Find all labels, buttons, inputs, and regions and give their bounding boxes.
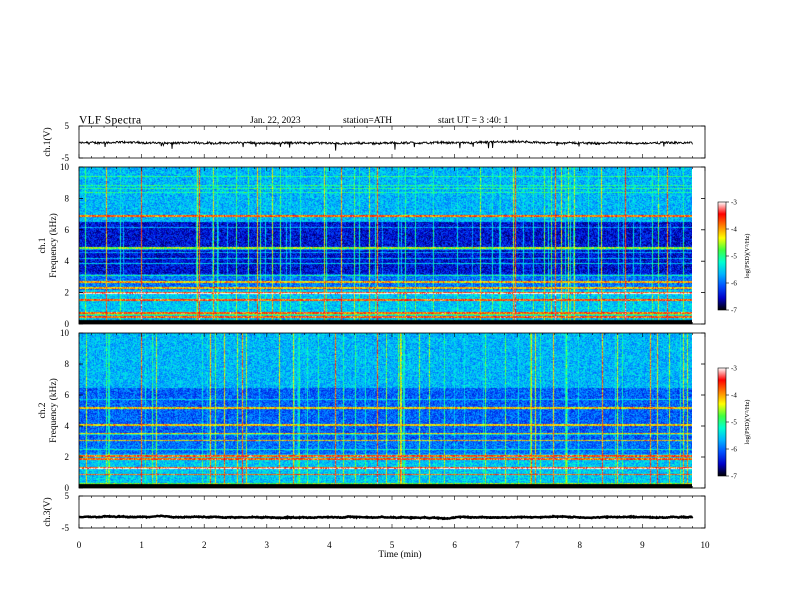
ch1-spectrogram-colorbar-bar [717, 201, 727, 311]
ch3-waveform-trace [78, 514, 694, 521]
time-axis: 0 1 2 3 4 5 6 7 8 9 10 [77, 540, 710, 550]
ch1-waveform-panel: 5 -5 ch.1(V) [42, 121, 706, 163]
colorbar-tick-label: -3 [731, 199, 737, 207]
ch2-spectrogram-y-tick-label: 2 [65, 452, 70, 462]
x-tick-label: 0 [77, 540, 82, 550]
ch3-waveform-y-tick-label: -5 [62, 523, 70, 533]
x-tick-label: 7 [515, 540, 520, 550]
ch1-spectrogram-panel: 0 2 4 6 8 10 Frequency (kHz)ch.1 [38, 162, 706, 329]
colorbar-tick-label: -7 [731, 307, 737, 315]
ch2-spectrogram-y-label: Frequency (kHz) [48, 378, 59, 443]
colorbar-tick-label: -3 [731, 365, 737, 373]
colorbar-tick-label: -5 [731, 419, 737, 427]
ch3-waveform-y-tick-label: 5 [65, 491, 70, 501]
x-tick-label: 4 [327, 540, 332, 550]
ch1-colorbar: -3 -4 -5 -6 -7 log(PSD)(V²/Hz) [717, 199, 751, 315]
ch2-spectrogram-y-tick-label: 4 [65, 421, 70, 431]
ch2-spectrogram-channel-label: ch.2 [38, 402, 48, 418]
ch1-spectrogram-y-tick-label: 6 [65, 225, 70, 235]
colorbar-tick-label: -5 [731, 253, 737, 261]
ch1-waveform-y-tick-label: 5 [65, 121, 70, 131]
ch2-colorbar: -3 -4 -5 -6 -7 log(PSD)(V²/Hz) [717, 365, 751, 481]
ch1-spectrogram-y-tick-label: 4 [65, 256, 70, 266]
x-tick-label: 2 [202, 540, 207, 550]
ch1-waveform-y-tick-label: -5 [62, 153, 70, 163]
ch2-spectrogram-colorbar-label: log(PSD)(V²/Hz) [744, 400, 751, 445]
colorbar-tick-label: -4 [731, 226, 737, 234]
x-axis-label: Time (min) [378, 549, 421, 560]
colorbar-tick-label: -6 [731, 446, 737, 454]
ch1-spectrogram-y-tick-label: 8 [65, 193, 70, 203]
ch2-spectrogram-y-tick-label: 10 [60, 328, 70, 338]
colorbar-tick-label: -7 [731, 473, 737, 481]
x-tick-label: 5 [390, 540, 395, 550]
ch1-spectrogram-colorbar-label: log(PSD)(V²/Hz) [744, 234, 751, 279]
ch2-spectrogram-y-tick-label: 6 [65, 390, 70, 400]
colorbar-tick-label: -4 [731, 392, 737, 400]
ch2-spectrogram-colorbar-bar [717, 367, 727, 477]
ch2-spectrogram-y-tick-label: 8 [65, 359, 70, 369]
ch1-spectrogram-channel-label: ch.1 [38, 237, 48, 253]
ch2-spectrogram-image [79, 333, 692, 488]
x-tick-label: 10 [701, 540, 711, 550]
ch3-waveform-frame [78, 495, 706, 529]
ch2-spectrogram-panel: 0 2 4 6 8 10 Frequency (kHz)ch.2 [38, 328, 706, 493]
ch3-waveform-y-label: ch.3(V) [42, 497, 53, 526]
x-tick-label: 8 [578, 540, 583, 550]
ch1-waveform-y-label: ch.1(V) [42, 127, 53, 156]
x-tick-label: 3 [265, 540, 270, 550]
ch2-spectrogram-y-tick-label: 0 [65, 483, 70, 493]
x-tick-label: 9 [640, 540, 645, 550]
ch1-spectrogram-y-tick-label: 2 [65, 288, 70, 298]
start-time-label: start UT = 3 :40: 1 [438, 116, 509, 126]
figure-title: VLF Spectra [79, 115, 141, 127]
ch1-spectrogram-image [79, 167, 692, 324]
ch1-spectrogram-y-tick-label: 0 [65, 319, 70, 329]
ch3-waveform-panel: 5 -5 ch.3(V) [42, 491, 706, 533]
ch1-spectrogram-y-tick-label: 10 [60, 162, 70, 172]
date-label: Jan. 22, 2023 [250, 116, 301, 126]
colorbar-tick-label: -6 [731, 280, 737, 288]
ch1-waveform-trace [78, 139, 693, 151]
ch1-spectrogram-y-label: Frequency (kHz) [48, 213, 59, 278]
x-tick-label: 1 [139, 540, 144, 550]
station-label: station=ATH [343, 116, 392, 126]
x-tick-label: 6 [452, 540, 457, 550]
